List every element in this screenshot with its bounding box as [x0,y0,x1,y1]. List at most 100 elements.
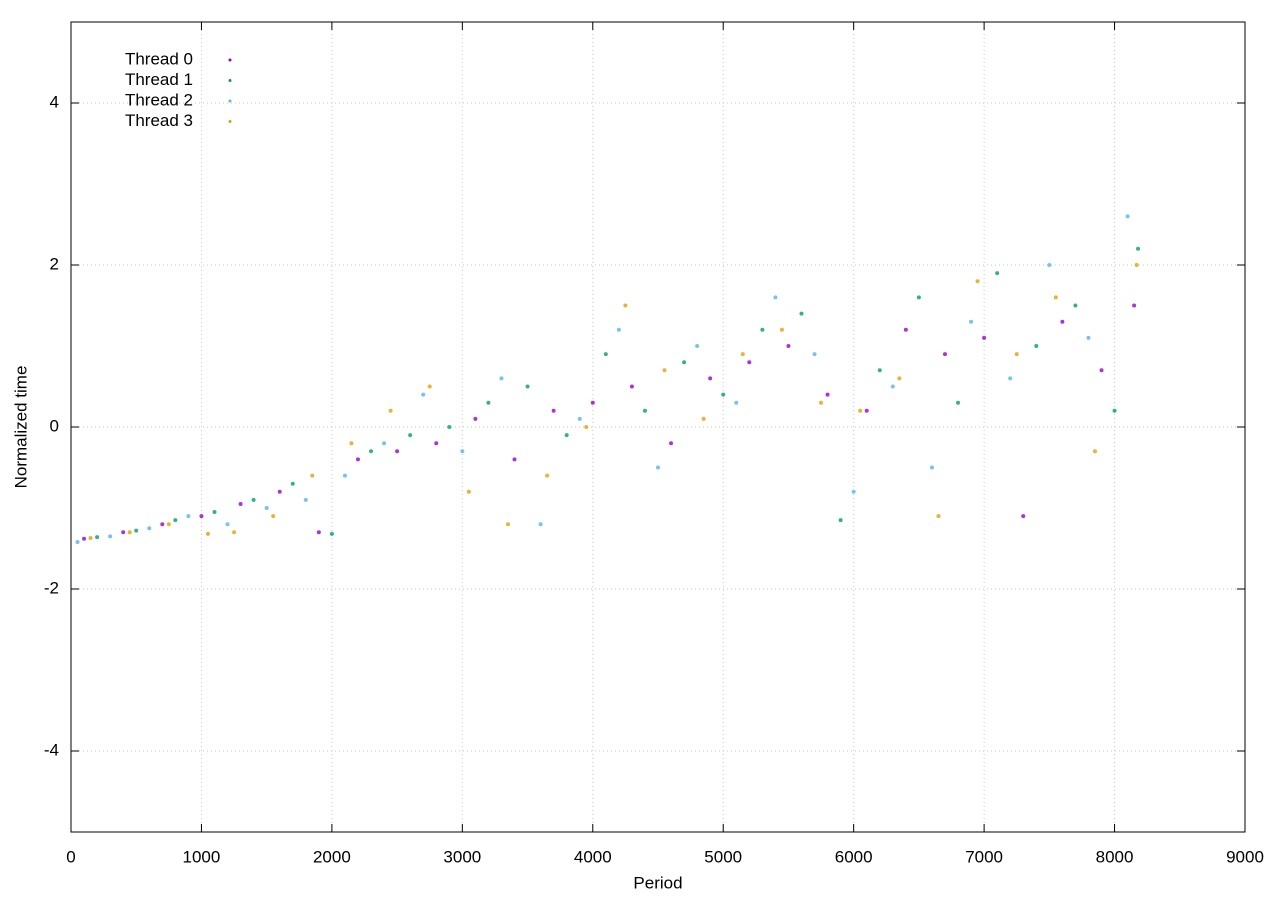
legend-marker [228,99,232,103]
point [995,271,1000,276]
y-tick-label: -4 [44,740,59,759]
x-tick-label: 7000 [965,847,1003,866]
point [349,441,354,446]
x-axis-label: Period [633,873,682,892]
legend-marker [228,79,232,82]
point [864,408,869,413]
point [466,489,471,494]
point [160,522,165,527]
point [205,531,210,536]
point [695,344,700,348]
point [545,473,550,478]
point [1053,295,1058,300]
point [108,534,113,539]
point [942,352,947,357]
point [629,384,634,389]
point [1086,335,1091,340]
point [427,384,432,389]
point [590,400,595,405]
point [355,457,360,462]
point [740,352,745,357]
point [447,425,452,429]
x-tick-label: 5000 [704,847,742,866]
point [551,408,556,413]
point [264,506,269,510]
point [577,416,582,421]
point [701,416,706,421]
legend-label: Thread 0 [125,49,193,68]
point [421,392,426,397]
point [799,311,804,316]
point [584,425,589,429]
x-tick-label: 8000 [1096,847,1134,866]
point [271,514,276,519]
point [623,303,628,308]
x-tick-label: 1000 [183,847,221,866]
point [982,335,987,340]
point [1008,376,1013,381]
point [812,352,817,357]
y-tick-label: 2 [50,254,59,273]
x-tick-label: 9000 [1226,847,1264,866]
point [890,384,895,389]
point [916,295,921,300]
point [82,536,87,541]
point [1099,368,1104,373]
point [486,400,491,405]
legend-label: Thread 2 [125,90,193,109]
point [669,441,674,446]
point [1021,514,1026,519]
point [499,376,504,381]
point [956,400,961,405]
point [382,441,387,446]
legend-marker [228,58,232,62]
point [1134,263,1139,267]
point [734,400,739,405]
x-tick-label: 2000 [313,847,351,866]
point [1047,263,1052,267]
point [564,433,569,438]
plot-frame [70,21,1246,833]
point [877,368,882,373]
point [1132,303,1137,308]
point [1112,408,1117,413]
point [1034,344,1039,348]
point [662,368,667,373]
point [897,376,902,381]
legend-label: Thread 1 [125,70,193,89]
point [1125,214,1130,219]
y-axis-label: Normalized time [11,366,30,489]
y-tick-label: 0 [50,416,59,435]
point [369,449,374,454]
point [88,535,93,540]
point [779,327,784,332]
y-tick-label: 4 [50,92,59,111]
point [388,408,393,413]
point [199,514,204,519]
point [786,344,791,348]
point [434,441,439,446]
point [75,540,80,545]
y-tick-label: -2 [44,578,59,597]
point [747,360,752,365]
point [395,449,400,454]
point [277,489,282,494]
point [173,518,178,523]
point [147,526,152,531]
point [838,518,843,523]
point [929,465,934,470]
point [851,489,856,494]
point [212,510,217,515]
point [251,497,256,502]
point [310,473,315,478]
point [656,465,660,470]
point [290,481,295,486]
point [682,360,687,365]
point [232,530,237,535]
point [721,392,726,397]
point [1136,246,1141,251]
point [903,327,908,332]
point [505,522,510,527]
point [1073,303,1078,308]
